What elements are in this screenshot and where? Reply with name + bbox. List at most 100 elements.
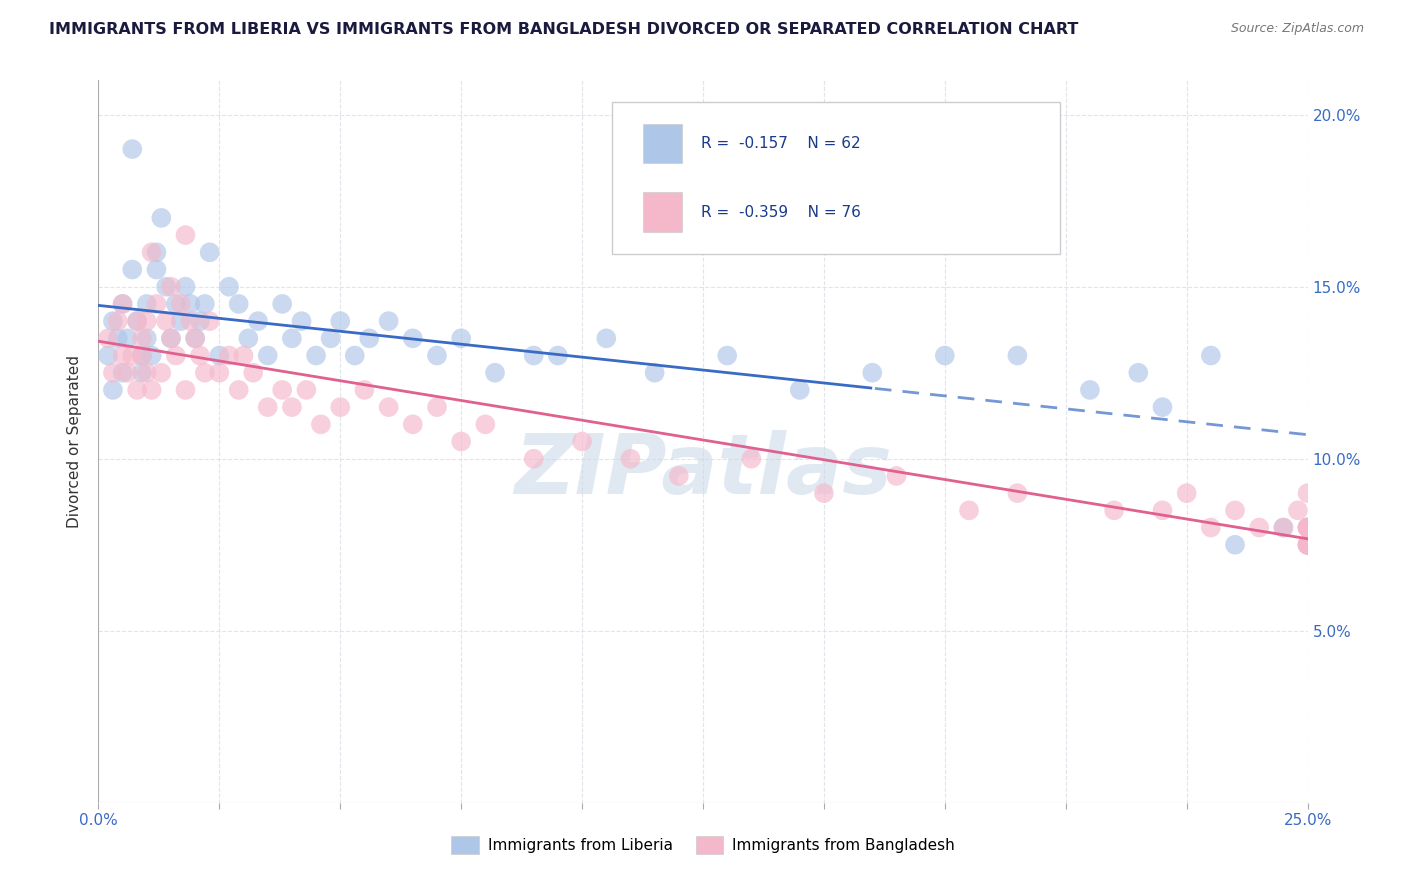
Point — [208, 366, 231, 380]
Point — [127, 314, 149, 328]
Point — [179, 314, 201, 328]
Point — [111, 349, 134, 363]
Point — [184, 331, 207, 345]
Point — [305, 349, 328, 363]
Point — [101, 366, 124, 380]
Point — [117, 366, 139, 380]
Point — [1007, 349, 1029, 363]
Point — [194, 297, 217, 311]
Point — [957, 503, 980, 517]
Point — [179, 297, 201, 311]
Point — [343, 349, 366, 363]
Point — [160, 331, 183, 345]
Point — [1296, 520, 1319, 534]
Point — [281, 400, 304, 414]
Point — [111, 297, 134, 311]
Point — [208, 349, 231, 363]
Point — [121, 262, 143, 277]
Point — [131, 349, 153, 363]
Point — [256, 349, 278, 363]
Point — [1199, 520, 1222, 534]
Point — [1223, 538, 1246, 552]
Point — [174, 279, 197, 293]
Bar — [643, 193, 682, 232]
Point — [595, 331, 617, 345]
Point — [1296, 538, 1319, 552]
Point — [329, 400, 352, 414]
Point — [135, 331, 157, 345]
Point — [1128, 366, 1150, 380]
Point — [160, 331, 183, 345]
Point — [121, 349, 143, 363]
Point — [174, 383, 197, 397]
Point — [111, 297, 134, 311]
Point — [131, 331, 153, 345]
Point — [644, 366, 666, 380]
Point — [1296, 538, 1319, 552]
Point — [886, 469, 908, 483]
Point — [1175, 486, 1198, 500]
Point — [1296, 538, 1319, 552]
Point — [198, 314, 221, 328]
Point — [135, 366, 157, 380]
Point — [141, 383, 163, 397]
Point — [131, 366, 153, 380]
Point — [165, 349, 187, 363]
Point — [165, 297, 187, 311]
Point — [353, 383, 375, 397]
Point — [1296, 520, 1319, 534]
Text: Source: ZipAtlas.com: Source: ZipAtlas.com — [1230, 22, 1364, 36]
Point — [295, 383, 318, 397]
Point — [131, 349, 153, 363]
Point — [668, 469, 690, 483]
Point — [290, 314, 312, 328]
Point — [450, 434, 472, 449]
Point — [141, 245, 163, 260]
Point — [1296, 538, 1319, 552]
Point — [160, 279, 183, 293]
Point — [242, 366, 264, 380]
Point — [1296, 520, 1319, 534]
Point — [474, 417, 496, 432]
Point — [377, 314, 399, 328]
Point — [1152, 503, 1174, 517]
Point — [1007, 486, 1029, 500]
Point — [150, 366, 173, 380]
Point — [121, 142, 143, 156]
Point — [107, 331, 129, 345]
Point — [1296, 486, 1319, 500]
Point — [377, 400, 399, 414]
Point — [145, 245, 167, 260]
Point — [155, 279, 177, 293]
Point — [228, 297, 250, 311]
FancyBboxPatch shape — [613, 102, 1060, 253]
Point — [188, 349, 211, 363]
Point — [271, 297, 294, 311]
Point — [218, 349, 240, 363]
Point — [145, 297, 167, 311]
Point — [169, 297, 191, 311]
Point — [281, 331, 304, 345]
Point — [1296, 520, 1319, 534]
Point — [716, 349, 738, 363]
Point — [127, 383, 149, 397]
Point — [97, 349, 120, 363]
Point — [271, 383, 294, 397]
Point — [813, 486, 835, 500]
Point — [135, 297, 157, 311]
Point — [1296, 520, 1319, 534]
Point — [238, 331, 260, 345]
Point — [101, 314, 124, 328]
Point — [860, 366, 883, 380]
Point — [359, 331, 381, 345]
Point — [402, 417, 425, 432]
Point — [1152, 400, 1174, 414]
Point — [1102, 503, 1125, 517]
Point — [97, 331, 120, 345]
Point — [169, 314, 191, 328]
Point — [402, 331, 425, 345]
Point — [145, 262, 167, 277]
Point — [523, 349, 546, 363]
Point — [256, 400, 278, 414]
Point — [141, 349, 163, 363]
